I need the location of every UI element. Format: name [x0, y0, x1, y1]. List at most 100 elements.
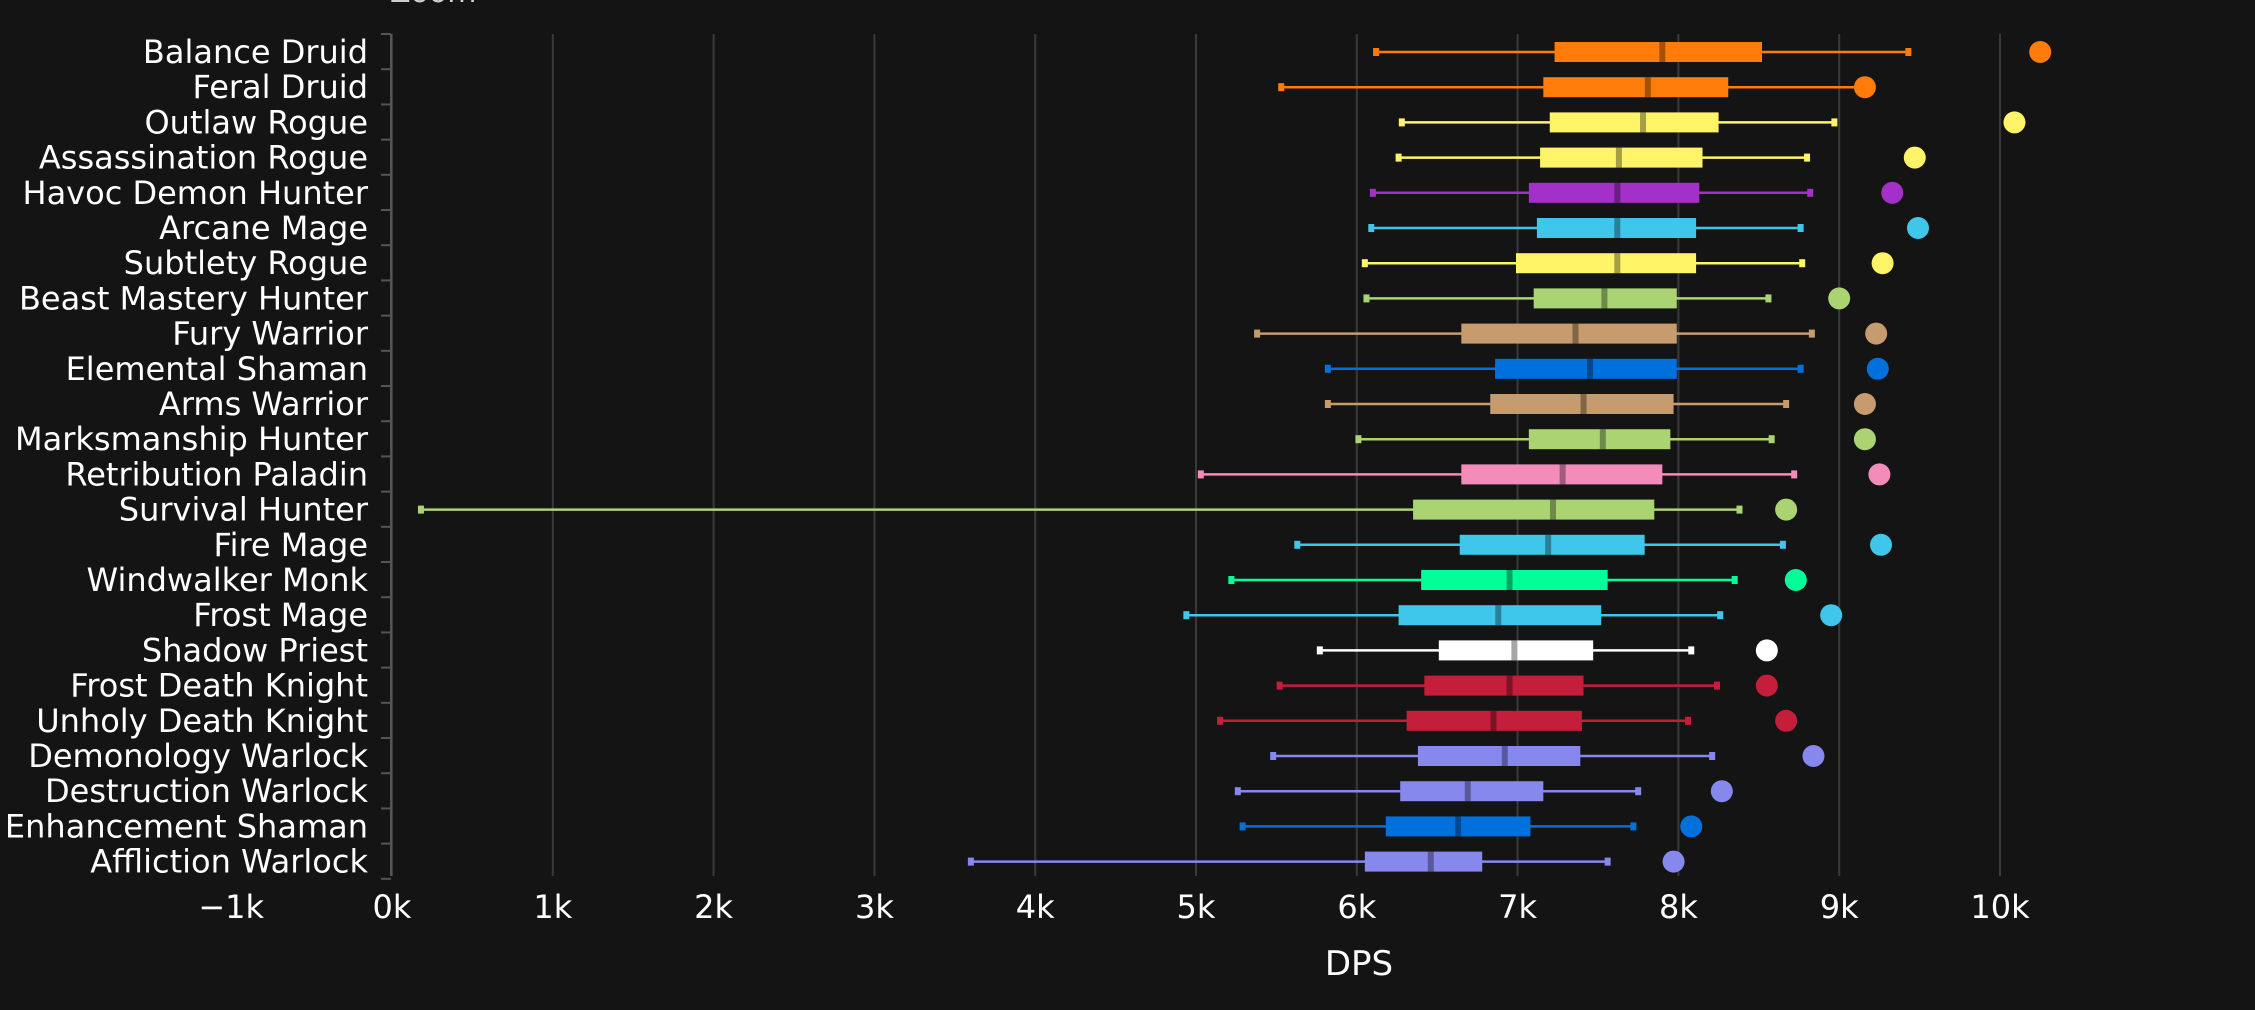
median-marker	[1659, 42, 1666, 62]
whisker-min-cap	[1361, 259, 1368, 268]
iqr-box	[1533, 288, 1677, 309]
zoom-button[interactable]: Zoom	[390, 0, 476, 10]
whisker-max-cap	[1797, 364, 1804, 373]
x-tick-label: 7k	[1498, 888, 1537, 926]
whisker-min-cap	[1395, 153, 1402, 162]
row-label: Frost Death Knight	[70, 667, 368, 705]
x-tick-label: 6k	[1337, 888, 1376, 926]
iqr-box	[1461, 323, 1677, 344]
iqr-box	[1424, 675, 1584, 696]
outlier-point	[1775, 498, 1798, 521]
iqr-box	[1554, 42, 1763, 62]
outlier-point	[1710, 780, 1733, 803]
median-marker	[1559, 464, 1566, 485]
median-marker	[1464, 781, 1471, 802]
whisker-min-cap	[1369, 188, 1376, 197]
whisker-min-cap	[967, 857, 974, 866]
median-marker	[1615, 147, 1622, 168]
grid-lines	[391, 34, 2001, 876]
outlier-point	[1784, 569, 1807, 591]
row-label: Marksmanship Hunter	[15, 420, 369, 458]
whisker-min-cap	[1324, 364, 1331, 373]
row-label: Enhancement Shaman	[5, 807, 368, 845]
x-tick-label: 5k	[1177, 888, 1216, 926]
whisker-max-cap	[1797, 224, 1804, 232]
row-label: Arcane Mage	[159, 209, 368, 247]
iqr-box	[1528, 429, 1671, 450]
whisker-min-cap	[1183, 611, 1190, 620]
whisker-max-cap	[1831, 118, 1838, 127]
iqr-box	[1461, 464, 1663, 485]
whisker-max-cap	[1713, 681, 1720, 690]
outlier-point	[1865, 322, 1888, 345]
whisker-min-cap	[1398, 118, 1405, 127]
median-marker	[1545, 534, 1552, 555]
median-marker	[1599, 429, 1606, 450]
whisker-max-cap	[1709, 752, 1716, 760]
whisker-min-cap	[1368, 224, 1375, 232]
row-label: Elemental Shaman	[66, 350, 368, 388]
outlier-point	[1820, 604, 1843, 627]
row-label: Balance Druid	[143, 33, 368, 71]
whisker-min-cap	[417, 505, 424, 514]
outlier-point	[1802, 745, 1825, 767]
box-group	[1395, 146, 1926, 169]
whisker-min-cap	[1363, 294, 1370, 303]
iqr-box	[1515, 253, 1697, 274]
box-group	[1228, 569, 1807, 591]
box-series	[417, 41, 2052, 873]
row-label: Subtlety Rogue	[124, 244, 368, 282]
outlier-point	[1871, 252, 1894, 275]
whisker-min-cap	[1217, 716, 1224, 725]
box-group	[1254, 322, 1888, 345]
box-group	[1183, 604, 1843, 627]
iqr-box	[1406, 710, 1582, 731]
row-label: Feral Druid	[193, 68, 368, 106]
whisker-min-cap	[1276, 681, 1283, 690]
whisker-min-cap	[1316, 646, 1323, 655]
box-group	[1278, 76, 1876, 99]
iqr-box	[1398, 605, 1602, 626]
whisker-min-cap	[1270, 752, 1277, 760]
median-marker	[1501, 746, 1508, 766]
outlier-point	[1868, 463, 1891, 486]
median-marker	[1644, 77, 1651, 98]
row-label: Unholy Death Knight	[36, 702, 368, 740]
box-group	[1361, 252, 1894, 275]
x-tick-label: 2k	[694, 888, 733, 926]
outlier-point	[1755, 674, 1778, 697]
iqr-box	[1536, 218, 1697, 238]
iqr-box	[1549, 112, 1719, 133]
outlier-point	[2003, 111, 2026, 134]
median-marker	[1506, 675, 1513, 696]
box-group	[1373, 41, 2052, 63]
median-marker	[1427, 851, 1434, 872]
iqr-box	[1543, 77, 1729, 98]
row-label: Assassination Rogue	[39, 139, 368, 177]
iqr-box	[1495, 358, 1677, 379]
row-label: Fury Warrior	[172, 315, 369, 353]
iqr-box	[1490, 394, 1674, 414]
whisker-min-cap	[1373, 48, 1380, 56]
x-tick-label: 1k	[533, 888, 572, 926]
whisker-max-cap	[1765, 294, 1772, 303]
row-label: Arms Warrior	[159, 385, 369, 423]
outlier-point	[2029, 41, 2052, 63]
whisker-max-cap	[1717, 611, 1724, 620]
whisker-max-cap	[1804, 153, 1811, 162]
median-marker	[1506, 570, 1513, 590]
row-label: Fire Mage	[214, 526, 369, 564]
outlier-point	[1755, 639, 1778, 662]
x-tick-label: 3k	[855, 888, 894, 926]
x-tick-label: 9k	[1820, 888, 1859, 926]
whisker-min-cap	[1234, 787, 1241, 796]
whisker-max-cap	[1604, 857, 1611, 866]
row-label: Affliction Warlock	[90, 843, 368, 881]
x-tick-label: 10k	[1970, 888, 2030, 926]
median-marker	[1495, 605, 1502, 626]
box-group	[1276, 674, 1778, 697]
whisker-max-cap	[1685, 716, 1692, 725]
median-marker	[1490, 710, 1497, 731]
whisker-max-cap	[1779, 540, 1786, 549]
iqr-box	[1540, 147, 1703, 168]
